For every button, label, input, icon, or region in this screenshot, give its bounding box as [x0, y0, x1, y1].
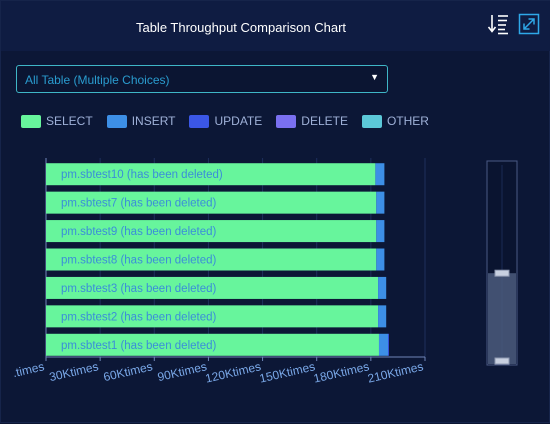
legend-label: INSERT: [131, 114, 176, 128]
x-tick-label: 180Ktimes: [312, 359, 370, 385]
bar-label: pm.sbtest8 (has been deleted): [61, 255, 217, 267]
bar-insert: [376, 248, 385, 271]
legend-item-delete[interactable]: DELETE: [276, 114, 348, 128]
table-filter-select[interactable]: All Table (Multiple Choices) ▼: [16, 65, 388, 93]
bar-label: pm.sbtest9 (has been deleted): [61, 226, 217, 238]
bar-select: [46, 191, 377, 214]
legend-swatch: [106, 114, 127, 128]
bar-select: [46, 276, 379, 299]
expand-icon[interactable]: [517, 12, 541, 36]
chart-legend: SELECT INSERT UPDATE DELETE OTHER: [21, 113, 441, 129]
bar-label: pm.sbtest3 (has been deleted): [61, 283, 217, 295]
bar-label: pm.sbtest2 (has been deleted): [61, 311, 217, 323]
bar-insert: [375, 163, 385, 186]
bar-insert: [378, 333, 389, 356]
zoom-window[interactable]: [488, 273, 516, 364]
legend-label: SELECT: [46, 114, 93, 128]
x-tick-label: .times: [11, 359, 45, 380]
x-tick-label: 120Ktimes: [204, 359, 262, 385]
legend-item-other[interactable]: OTHER: [361, 114, 429, 128]
bar-select: [46, 305, 379, 328]
sort-descending-icon[interactable]: [486, 12, 510, 36]
legend-label: DELETE: [301, 114, 348, 128]
legend-item-select[interactable]: SELECT: [21, 114, 93, 128]
x-tick-label: 90Ktimes: [156, 359, 208, 384]
bar-insert: [378, 276, 387, 299]
panel-header: Table Throughput Comparison Chart: [1, 1, 550, 51]
legend-label: OTHER: [386, 114, 429, 128]
bar-select: [46, 163, 376, 186]
bar-label: pm.sbtest1 (has been deleted): [61, 340, 217, 352]
bar-select: [46, 220, 377, 243]
legend-item-update[interactable]: UPDATE: [189, 114, 262, 128]
legend-label: UPDATE: [214, 114, 263, 128]
x-tick-label: 60Ktimes: [102, 359, 154, 384]
bar-update: [388, 333, 389, 356]
legend-item-insert[interactable]: INSERT: [106, 114, 176, 128]
legend-swatch: [21, 114, 41, 128]
legend-swatch: [276, 114, 297, 128]
table-filter-value: All Table (Multiple Choices): [25, 73, 170, 87]
legend-swatch: [189, 114, 210, 128]
bar-select: [46, 248, 377, 271]
zoom-handle-bottom[interactable]: [494, 357, 510, 365]
x-tick-label: 150Ktimes: [258, 359, 316, 385]
x-tick-label: 30Ktimes: [48, 359, 100, 384]
bar-label: pm.sbtest7 (has been deleted): [61, 198, 217, 210]
legend-swatch: [361, 114, 382, 128]
chevron-down-icon: ▼: [370, 72, 379, 82]
bar-select: [46, 333, 379, 356]
bar-insert: [376, 191, 385, 214]
zoom-handle-top[interactable]: [494, 269, 510, 277]
bar-label: pm.sbtest10 (has been deleted): [61, 169, 223, 181]
x-tick-label: 210Ktimes: [366, 359, 424, 385]
bar-insert: [378, 305, 387, 328]
chart-title: Table Throughput Comparison Chart: [135, 20, 347, 35]
bar-insert: [376, 220, 385, 243]
